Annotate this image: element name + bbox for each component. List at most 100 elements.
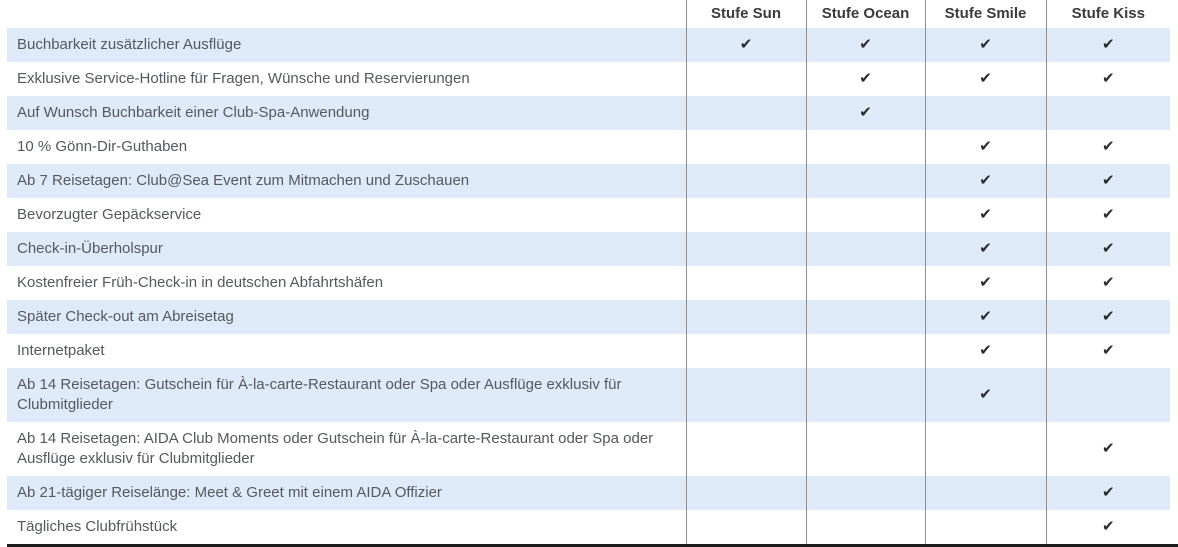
check-cell <box>805 300 925 334</box>
checkmark-icon: ✔ <box>979 308 992 325</box>
check-cell <box>685 232 806 266</box>
check-cell: ✔ <box>924 334 1046 368</box>
checkmark-icon: ✔ <box>1101 206 1115 223</box>
check-cell <box>685 368 806 422</box>
benefit-row: Check-in-Überholspur ✔ ✔ <box>7 232 1170 266</box>
header-row: Stufe Sun Stufe Ocean Stufe Smile Stufe … <box>7 0 1170 28</box>
benefit-label: Bevorzugter Gepäckservice <box>17 206 202 223</box>
check-cell: ✔ <box>1045 62 1170 96</box>
benefit-label: Internetpaket <box>17 342 105 359</box>
checkmark-icon: ✔ <box>859 36 872 53</box>
check-cell <box>1045 368 1170 422</box>
benefit-label: Ab 14 Reisetagen: AIDA Club Moments oder… <box>17 430 654 467</box>
benefit-label: Später Check-out am Abreisetag <box>7 300 686 334</box>
check-cell: ✔ <box>1045 28 1170 62</box>
benefit-label: Ab 7 Reisetagen: Club@Sea Event zum Mitm… <box>7 164 686 198</box>
check-cell <box>685 300 806 334</box>
checkmark-icon: ✔ <box>1101 70 1115 87</box>
benefit-label: Tägliches Clubfrühstück <box>17 518 178 535</box>
check-cell: ✔ <box>1045 334 1170 368</box>
checkmark-icon: ✔ <box>1101 274 1115 291</box>
benefit-label: Ab 21-tägiger Reiselänge: Meet & Greet m… <box>7 476 686 510</box>
benefit-row: Ab 14 Reisetagen: Gutschein für À-la-car… <box>7 368 1170 422</box>
check-cell: ✔ <box>1045 300 1170 334</box>
check-cell <box>805 266 925 300</box>
check-cell: ✔ <box>1045 476 1170 510</box>
check-cell: ✔ <box>1045 164 1170 198</box>
checkmark-icon: ✔ <box>1101 440 1115 457</box>
benefits-comparison: Stufe Sun Stufe Ocean Stufe Smile Stufe … <box>7 0 1170 544</box>
check-cell: ✔ <box>1045 510 1170 544</box>
check-cell: ✔ <box>1045 130 1170 164</box>
checkmark-icon: ✔ <box>739 36 753 53</box>
check-cell: ✔ <box>924 232 1046 266</box>
check-cell <box>805 368 925 422</box>
checkmark-icon: ✔ <box>979 70 992 87</box>
column-header-stufe-kiss: Stufe Kiss <box>1045 0 1170 28</box>
checkmark-icon: ✔ <box>979 138 992 155</box>
benefit-label: Ab 14 Reisetagen: Gutschein für À-la-car… <box>7 368 686 422</box>
benefit-label: Auf Wunsch Buchbarkeit einer Club-Spa-An… <box>7 96 686 130</box>
benefits-table: Stufe Sun Stufe Ocean Stufe Smile Stufe … <box>7 0 1170 544</box>
benefit-row: Tägliches Clubfrühstück ✔ <box>7 510 1170 544</box>
checkmark-icon: ✔ <box>859 70 872 87</box>
check-cell: ✔ <box>685 28 806 62</box>
benefit-row: Kostenfreier Früh-Check-in in deutschen … <box>7 266 1170 300</box>
check-cell <box>685 130 806 164</box>
check-cell: ✔ <box>805 28 925 62</box>
check-cell <box>805 164 925 198</box>
check-cell <box>924 422 1046 476</box>
check-cell <box>924 96 1046 130</box>
benefit-label: Kostenfreier Früh-Check-in in deutschen … <box>17 274 384 291</box>
benefit-row: Ab 14 Reisetagen: AIDA Club Moments oder… <box>7 422 1170 476</box>
check-cell: ✔ <box>924 368 1046 422</box>
check-cell: ✔ <box>924 266 1046 300</box>
checkmark-icon: ✔ <box>1101 518 1115 535</box>
check-cell <box>685 476 806 510</box>
check-cell: ✔ <box>1045 422 1170 476</box>
check-cell <box>685 96 806 130</box>
checkmark-icon: ✔ <box>979 206 992 223</box>
check-cell: ✔ <box>805 96 925 130</box>
check-cell <box>805 510 925 544</box>
benefit-row: 10 % Gönn-Dir-Guthaben ✔ ✔ <box>7 130 1170 164</box>
feature-column-header <box>7 0 686 28</box>
benefit-label: Buchbarkeit zusätzlicher Ausflüge <box>7 28 686 62</box>
check-cell <box>685 422 806 476</box>
check-cell <box>685 198 806 232</box>
checkmark-icon: ✔ <box>979 386 992 403</box>
checkmark-icon: ✔ <box>1101 342 1115 359</box>
check-cell: ✔ <box>924 130 1046 164</box>
check-cell <box>685 510 806 544</box>
benefit-label: 10 % Gönn-Dir-Guthaben <box>17 138 188 155</box>
column-header-stufe-sun: Stufe Sun <box>685 0 806 28</box>
check-cell <box>924 476 1046 510</box>
check-cell <box>805 130 925 164</box>
benefit-row: Buchbarkeit zusätzlicher Ausflüge ✔ ✔ ✔ ✔ <box>7 28 1170 62</box>
checkmark-icon: ✔ <box>1101 138 1115 155</box>
check-cell: ✔ <box>924 300 1046 334</box>
column-header-stufe-ocean: Stufe Ocean <box>805 0 925 28</box>
checkmark-icon: ✔ <box>1101 308 1115 325</box>
check-cell <box>924 510 1046 544</box>
check-cell <box>805 232 925 266</box>
checkmark-icon: ✔ <box>1101 240 1115 257</box>
benefit-row: Bevorzugter Gepäckservice ✔ ✔ <box>7 198 1170 232</box>
benefit-row: Internetpaket ✔ ✔ <box>7 334 1170 368</box>
check-cell: ✔ <box>1045 232 1170 266</box>
benefit-label: Check-in-Überholspur <box>7 232 686 266</box>
checkmark-icon: ✔ <box>979 36 992 53</box>
check-cell: ✔ <box>924 62 1046 96</box>
benefit-row: Ab 7 Reisetagen: Club@Sea Event zum Mitm… <box>7 164 1170 198</box>
benefit-row: Auf Wunsch Buchbarkeit einer Club-Spa-An… <box>7 96 1170 130</box>
check-cell: ✔ <box>924 164 1046 198</box>
check-cell <box>685 164 806 198</box>
checkmark-icon: ✔ <box>1101 36 1115 53</box>
checkmark-icon: ✔ <box>979 172 992 189</box>
check-cell <box>805 198 925 232</box>
checkmark-icon: ✔ <box>979 274 992 291</box>
check-cell <box>805 476 925 510</box>
check-cell <box>685 62 806 96</box>
benefit-label: Exklusive Service-Hotline für Fragen, Wü… <box>17 70 470 87</box>
check-cell: ✔ <box>1045 266 1170 300</box>
